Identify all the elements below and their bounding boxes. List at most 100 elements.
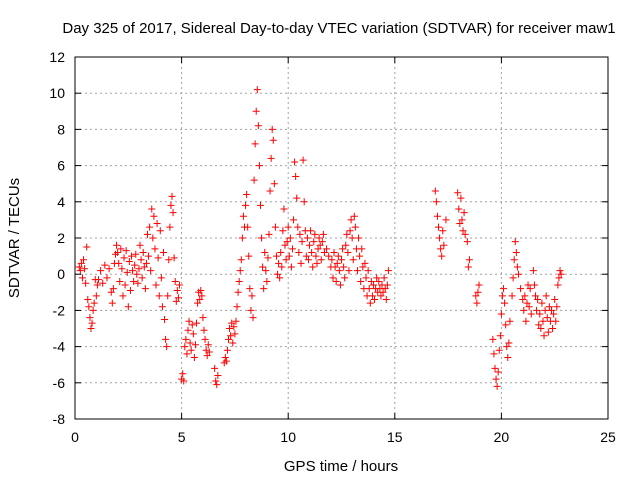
data-point <box>108 299 116 307</box>
data-point <box>542 292 550 300</box>
data-point <box>500 285 508 293</box>
data-point <box>174 294 182 302</box>
data-point <box>529 267 537 275</box>
data-point <box>551 296 559 304</box>
data-point <box>109 285 117 293</box>
data-point <box>472 292 480 300</box>
data-point <box>169 209 177 217</box>
data-point <box>463 238 471 246</box>
data-point <box>517 285 525 293</box>
data-point <box>175 281 183 289</box>
data-point <box>459 227 467 235</box>
data-point <box>233 303 241 311</box>
data-point <box>222 357 230 365</box>
data-point <box>113 241 121 249</box>
data-point <box>171 277 179 285</box>
data-point <box>161 315 169 323</box>
data-point <box>361 259 369 267</box>
data-point <box>369 281 377 289</box>
data-point <box>308 248 316 256</box>
data-point <box>316 241 324 249</box>
data-point <box>258 234 266 242</box>
data-point <box>151 245 159 253</box>
data-point <box>298 238 306 246</box>
data-point <box>314 245 322 253</box>
y-tick-label: 10 <box>49 85 65 101</box>
data-point <box>557 270 565 278</box>
data-point <box>339 245 347 253</box>
data-point <box>553 303 561 311</box>
data-point <box>349 256 357 264</box>
data-point <box>384 267 392 275</box>
data-point <box>124 303 132 311</box>
data-point <box>229 339 237 347</box>
y-tick-label: -8 <box>53 411 66 427</box>
data-point <box>501 299 509 307</box>
data-point <box>436 234 444 242</box>
data-point <box>299 156 307 164</box>
data-point <box>159 248 167 256</box>
data-point <box>287 263 295 271</box>
data-point <box>464 263 472 271</box>
data-point <box>226 325 234 332</box>
data-point <box>281 241 289 249</box>
data-point <box>254 122 262 130</box>
data-point <box>252 107 260 115</box>
data-point <box>92 292 100 300</box>
data-point <box>520 306 528 314</box>
y-tick-label: 0 <box>57 266 65 282</box>
data-point <box>338 256 345 264</box>
y-tick-label: 6 <box>57 158 65 174</box>
data-point <box>230 323 238 331</box>
data-point <box>123 268 131 276</box>
data-point <box>373 274 381 282</box>
y-tick-labels: -8 -6 -4 -2 0 2 4 6 8 10 12 <box>49 49 65 427</box>
data-point <box>154 254 162 262</box>
data-point <box>285 252 293 260</box>
data-point <box>83 243 91 251</box>
data-point <box>524 281 532 289</box>
data-point <box>364 267 372 275</box>
y-tick-label: 4 <box>57 194 65 210</box>
data-point <box>135 265 143 273</box>
data-point <box>253 86 261 94</box>
data-point <box>300 198 308 206</box>
data-point <box>259 263 267 271</box>
data-point <box>197 286 205 294</box>
y-axis-label: SDTVAR / TECUs <box>6 178 23 298</box>
data-point <box>343 230 351 238</box>
data-point <box>532 292 540 300</box>
data-point <box>318 238 326 246</box>
data-point <box>119 292 127 300</box>
data-point <box>310 238 318 246</box>
axis-ticks <box>74 56 609 420</box>
data-point <box>145 252 153 260</box>
y-tick-label: 8 <box>57 121 65 137</box>
data-point <box>196 296 204 304</box>
data-point <box>116 277 124 285</box>
x-tick-label: 0 <box>71 429 79 445</box>
data-point <box>461 230 469 238</box>
data-point <box>503 343 511 351</box>
x-tick-label: 15 <box>387 429 403 445</box>
data-point <box>496 332 504 340</box>
data-point <box>341 274 349 282</box>
data-point <box>367 277 375 285</box>
data-point <box>325 252 333 260</box>
data-point <box>81 265 89 273</box>
data-point <box>340 263 348 271</box>
data-point <box>157 274 165 282</box>
data-point <box>552 317 560 325</box>
data-point <box>138 274 146 282</box>
data-point <box>275 259 283 267</box>
data-point <box>228 319 236 327</box>
data-point <box>304 256 312 264</box>
data-point <box>460 209 468 217</box>
data-point <box>170 254 178 262</box>
data-point <box>442 216 450 224</box>
data-point <box>200 326 208 334</box>
data-point <box>377 292 385 300</box>
data-point <box>239 212 247 220</box>
data-point <box>231 330 239 338</box>
